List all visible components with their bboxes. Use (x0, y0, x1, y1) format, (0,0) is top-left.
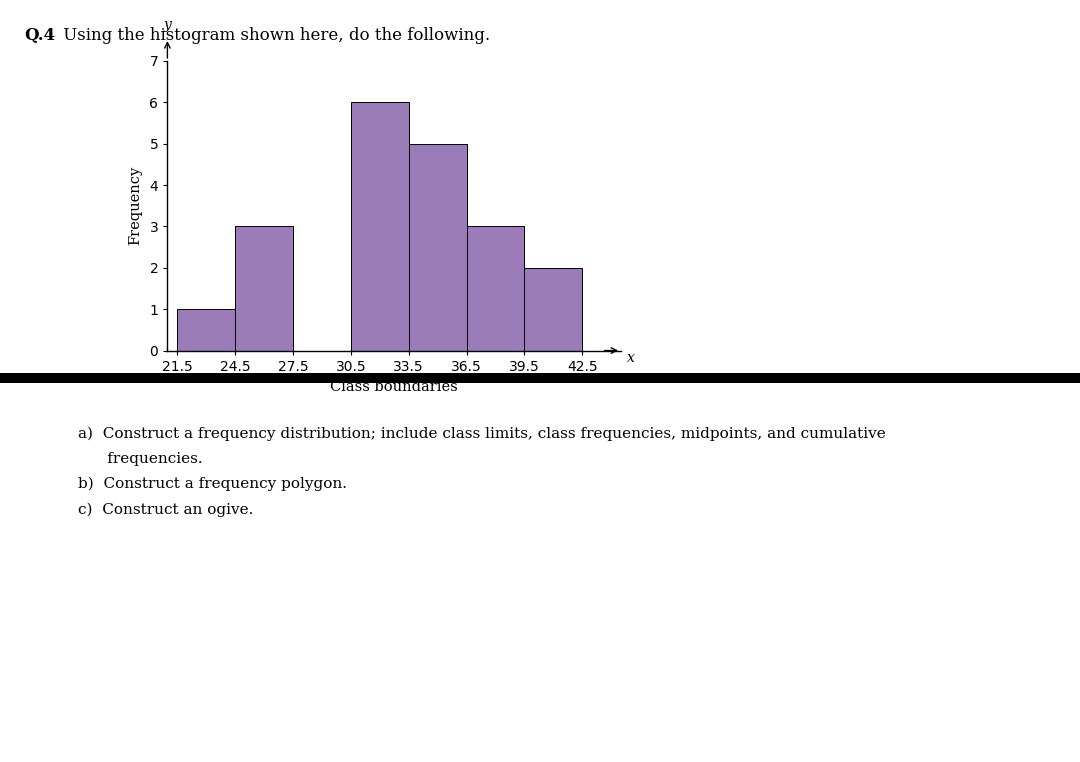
Text: x: x (626, 351, 635, 365)
Text: y: y (163, 18, 172, 32)
Text: a)  Construct a frequency distribution; include class limits, class frequencies,: a) Construct a frequency distribution; i… (78, 427, 886, 441)
Bar (525, 267, 582, 351)
Bar (177, 309, 235, 351)
Bar (408, 144, 467, 351)
Bar (235, 226, 293, 351)
Y-axis label: Frequency: Frequency (129, 166, 143, 245)
X-axis label: Class boundaries: Class boundaries (330, 380, 458, 395)
Text: Using the histogram shown here, do the following.: Using the histogram shown here, do the f… (58, 27, 490, 43)
Text: Q.4: Q.4 (24, 27, 55, 43)
Bar (467, 226, 525, 351)
Bar (351, 102, 408, 351)
Text: c)  Construct an ogive.: c) Construct an ogive. (78, 502, 253, 517)
Text: frequencies.: frequencies. (78, 452, 202, 466)
Text: b)  Construct a frequency polygon.: b) Construct a frequency polygon. (78, 477, 347, 491)
